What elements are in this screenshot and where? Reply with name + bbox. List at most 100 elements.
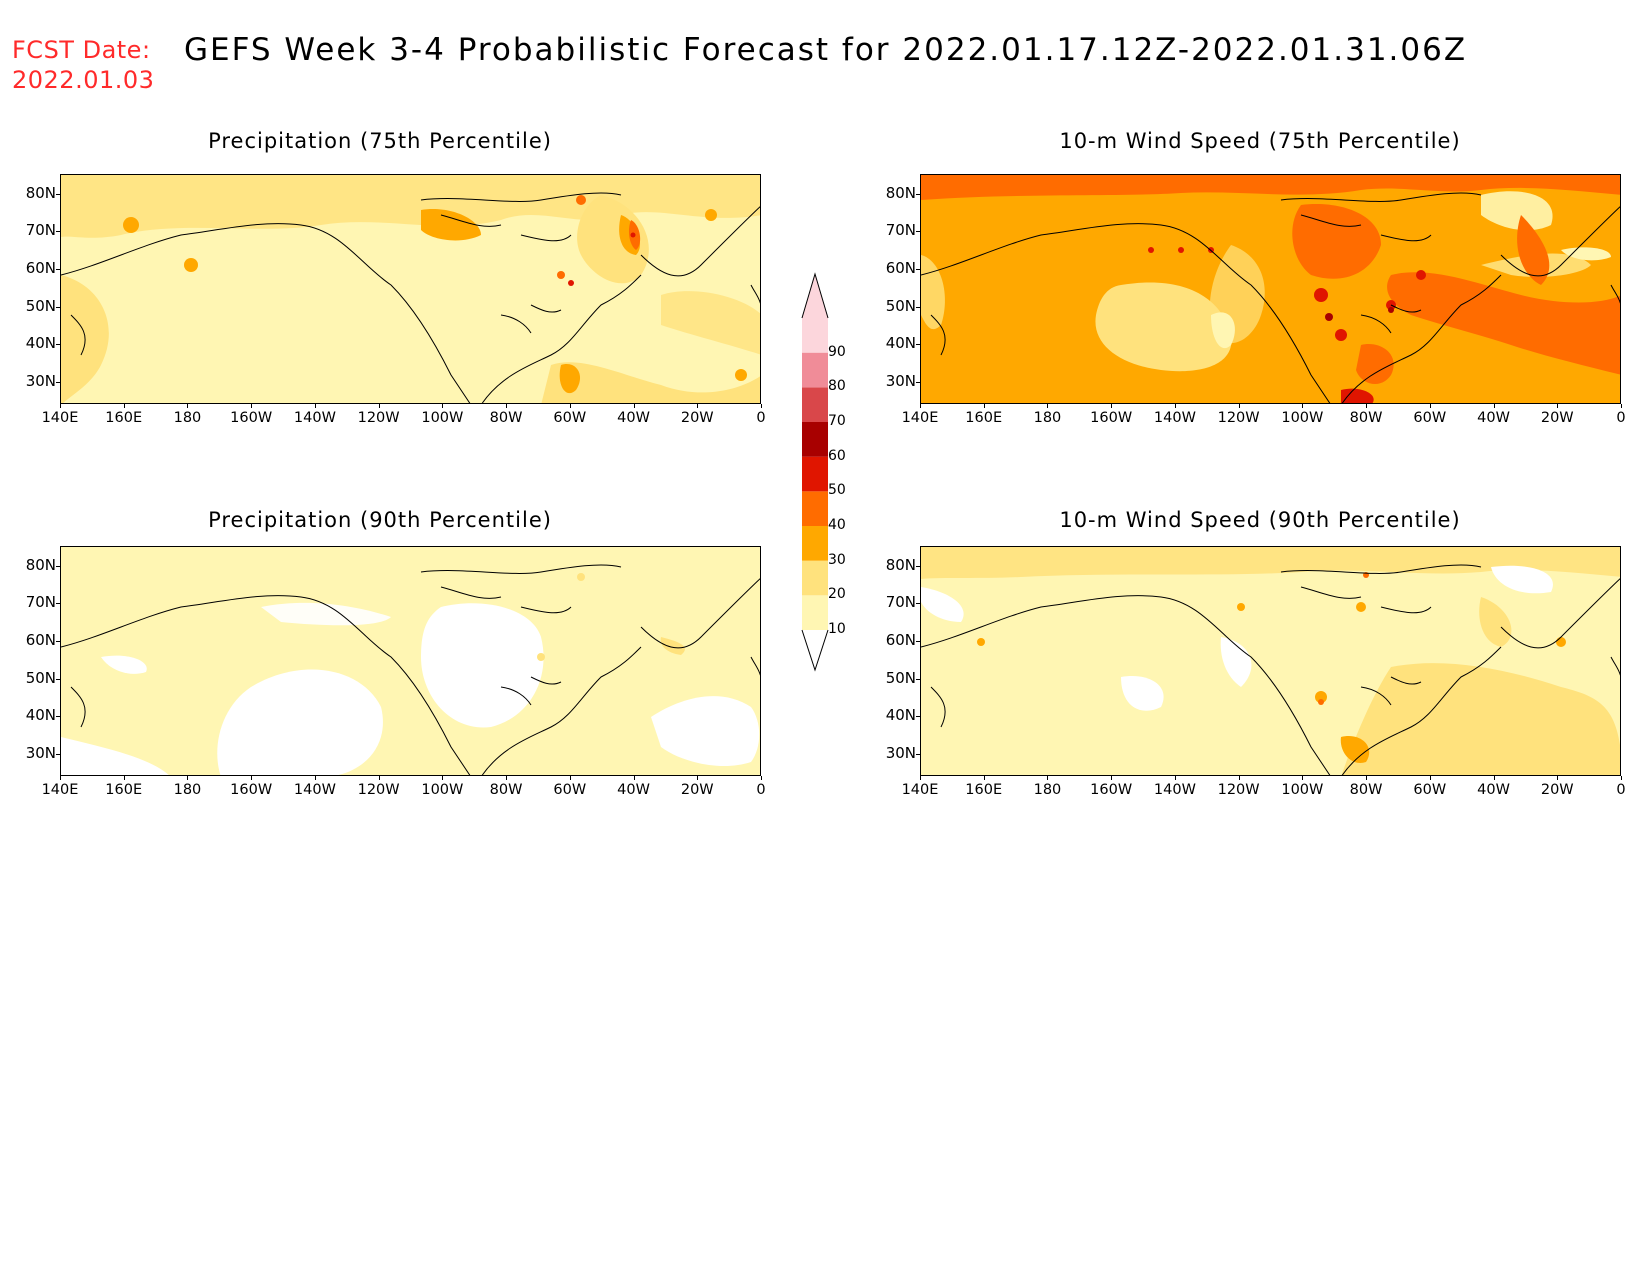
lon-tick	[1047, 776, 1049, 780]
lon-label: 0	[1616, 410, 1626, 426]
fcst-date-label: FCST Date:	[12, 36, 151, 64]
lon-tick	[506, 404, 508, 408]
lon-tick	[1429, 776, 1431, 780]
lon-tick	[187, 776, 189, 780]
lon-label: 20W	[680, 410, 714, 426]
lon-tick	[1493, 404, 1495, 408]
colorbar-swatch	[802, 318, 828, 353]
lon-label: 0	[1616, 782, 1626, 798]
lat-label: 50N	[25, 297, 56, 315]
lat-label: 50N	[885, 297, 916, 315]
lat-tick	[916, 679, 920, 680]
lon-tick	[378, 776, 380, 780]
colorbar-level-label: 60	[828, 447, 846, 464]
lat-tick	[56, 231, 60, 232]
lon-label: 100W	[421, 410, 464, 426]
lon-tick	[251, 404, 253, 408]
lat-label: 70N	[885, 593, 916, 611]
lon-label: 100W	[1281, 782, 1324, 798]
lon-tick	[1557, 776, 1559, 780]
lon-tick	[1621, 776, 1622, 780]
lon-label: 40W	[1477, 410, 1510, 426]
lat-tick	[916, 344, 920, 345]
lon-tick	[1174, 776, 1176, 780]
lat-tick	[56, 344, 60, 345]
lon-tick	[1366, 404, 1368, 408]
lat-label: 60N	[885, 631, 916, 649]
lon-label: 140W	[293, 410, 336, 426]
lat-label: 80N	[885, 184, 916, 202]
lon-tick	[60, 776, 61, 780]
lon-tick	[442, 404, 444, 408]
lon-tick	[1621, 404, 1622, 408]
lat-tick	[916, 566, 920, 567]
lat-label: 70N	[885, 221, 916, 239]
lat-label: 50N	[885, 669, 916, 687]
lon-label: 120W	[357, 782, 400, 798]
lat-tick	[916, 194, 920, 195]
lat-tick	[56, 641, 60, 642]
lon-tick	[697, 776, 699, 780]
colorbar-level-label: 50	[828, 482, 846, 499]
lon-tick	[920, 404, 921, 408]
colorbar-level-label: 20	[828, 586, 846, 603]
panel-title-precip-90: Precipitation (90th Percentile)	[208, 508, 552, 532]
lon-tick	[378, 404, 380, 408]
lon-label: 100W	[421, 782, 464, 798]
colorbar-swatch	[802, 352, 828, 388]
lat-label: 40N	[885, 334, 916, 352]
lon-tick	[123, 776, 125, 780]
lon-tick	[1493, 776, 1495, 780]
colorbar-level-label: 10	[828, 621, 846, 637]
lon-label: 20W	[1540, 782, 1574, 798]
lon-label: 100W	[1281, 410, 1324, 426]
colorbar-level-label: 70	[828, 413, 846, 429]
lon-tick	[1047, 404, 1049, 408]
lon-label: 60W	[553, 782, 587, 798]
colorbar-level-label: 90	[828, 343, 846, 360]
lon-label: 60W	[553, 410, 587, 426]
lat-label: 40N	[25, 706, 56, 724]
lat-label: 80N	[885, 556, 916, 574]
lat-tick	[56, 382, 60, 383]
map-wind-90	[920, 546, 1621, 776]
lon-label: 120W	[1217, 782, 1260, 798]
lat-tick	[56, 679, 60, 680]
colorbar-swatch	[802, 387, 828, 422]
lon-tick	[920, 776, 921, 780]
lat-label: 60N	[25, 631, 56, 649]
colorbar-swatch	[802, 595, 828, 630]
lon-tick	[506, 776, 508, 780]
lon-label: 120W	[357, 410, 400, 426]
lon-tick	[761, 404, 762, 408]
lon-label: 40W	[1477, 782, 1510, 798]
colorbar-swatch	[802, 422, 828, 457]
panel-title-wind-75: 10-m Wind Speed (75th Percentile)	[1059, 129, 1461, 153]
lat-tick	[56, 269, 60, 270]
lat-label: 70N	[25, 593, 56, 611]
lon-tick	[1174, 404, 1176, 408]
colorbar-top-wedge	[802, 274, 828, 318]
lat-tick	[916, 716, 920, 717]
panel-title-wind-90: 10-m Wind Speed (90th Percentile)	[1059, 508, 1461, 532]
fcst-date-value: 2022.01.03	[12, 66, 155, 94]
lat-tick	[916, 307, 920, 308]
lon-tick	[314, 404, 316, 408]
map-precip-75	[60, 174, 761, 404]
lon-label: 80W	[1349, 410, 1383, 426]
lon-label: 0	[756, 410, 766, 426]
lon-tick	[1111, 776, 1113, 780]
colorbar-level-label: 30	[828, 551, 846, 568]
lon-label: 160E	[965, 782, 1003, 798]
lon-label: 140W	[1153, 410, 1196, 426]
lon-tick	[761, 776, 762, 780]
colorbar-level-label: 40	[828, 517, 846, 533]
lon-label: 160W	[230, 410, 273, 426]
lat-tick	[56, 307, 60, 308]
lon-tick	[1111, 404, 1113, 408]
lon-label: 160W	[1090, 410, 1133, 426]
lon-label: 180	[173, 410, 202, 426]
lon-tick	[633, 404, 635, 408]
lon-label: 160W	[230, 782, 273, 798]
lon-tick	[697, 404, 699, 408]
